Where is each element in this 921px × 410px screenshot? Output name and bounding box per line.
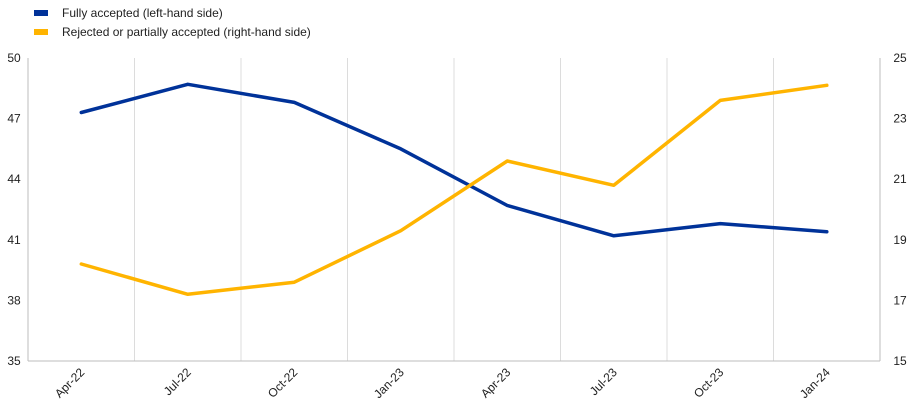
y-right-tick-label: 25 [893,51,907,65]
y-left-tick-label: 41 [7,233,21,247]
y-right-tick-label: 21 [893,172,907,186]
y-right-tick-label: 17 [893,293,907,307]
legend-item-fully-accepted: Fully accepted (left-hand side) [34,5,223,21]
x-tick-label: Jul-22 [161,365,194,398]
x-tick-label: Oct-23 [691,365,727,401]
y-left-tick-label: 47 [7,112,21,126]
y-left-tick-label: 44 [7,172,21,186]
y-left-tick-label: 50 [7,51,21,65]
y-left-tick-label: 35 [7,354,21,368]
y-right-tick-label: 23 [893,112,907,126]
y-left-tick-label: 38 [7,293,21,307]
x-tick-label: Apr-23 [478,365,514,401]
y-right-tick-label: 15 [893,354,907,368]
legend-label-fully-accepted: Fully accepted (left-hand side) [62,6,223,20]
series-line-fully-accepted [79,82,829,238]
x-tick-label: Jan-23 [371,365,407,401]
legend-item-rejected: Rejected or partially accepted (right-ha… [34,24,311,40]
legend-label-rejected: Rejected or partially accepted (right-ha… [62,25,311,39]
x-tick-label: Jul-23 [587,365,620,398]
x-tick-label: Apr-22 [52,365,88,401]
x-tick-label: Oct-22 [265,365,301,401]
series-line-rejected [79,83,829,297]
legend-swatch-fully-accepted [34,10,48,16]
legend-swatch-rejected [34,29,48,35]
x-tick-label: Jan-24 [797,365,833,401]
y-right-tick-label: 19 [893,233,907,247]
